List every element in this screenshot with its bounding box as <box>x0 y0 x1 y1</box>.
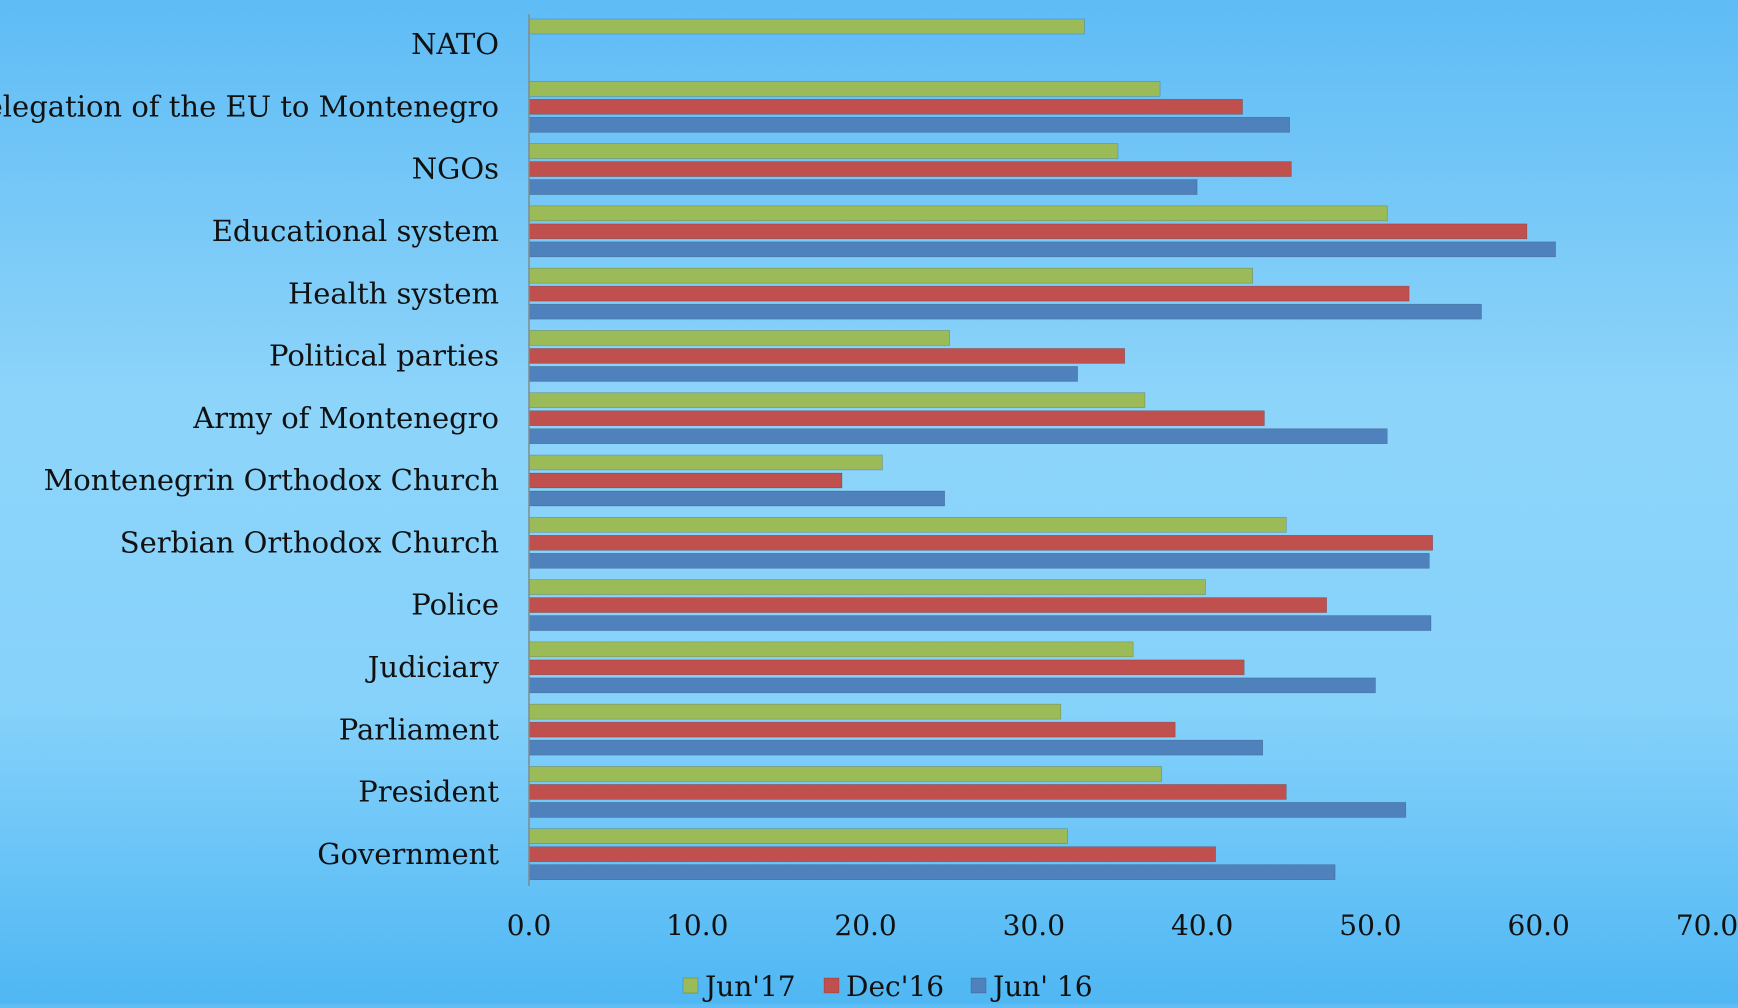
bar-government-2 <box>528 846 1216 863</box>
bar-police-1 <box>528 579 1206 595</box>
bar-serbian-orthodox-church-1 <box>528 516 1287 533</box>
category-label: Delegation of the EU to Montenegro <box>0 89 499 123</box>
legend-label: Jun'17 <box>702 970 796 1003</box>
bar-political-parties-1 <box>528 330 951 346</box>
bar-president-2 <box>528 784 1287 800</box>
category-label: NGOs <box>412 152 499 186</box>
bar-government-1 <box>528 828 1068 845</box>
bar-army-of-montenegro-3 <box>528 428 1388 445</box>
bar-montenegrin-orthodox-church-1 <box>528 454 883 471</box>
bar-educational-system-1 <box>528 205 1388 222</box>
bar-ngos-1 <box>528 143 1119 159</box>
legend-label: Jun' 16 <box>990 970 1093 1003</box>
bar-delegation-of-the-eu-to-montenegro-1 <box>528 80 1161 97</box>
bar-army-of-montenegro-2 <box>528 410 1265 427</box>
bar-ngos-2 <box>528 161 1292 177</box>
bar-government-3 <box>528 864 1336 881</box>
bar-health-system-2 <box>528 285 1410 302</box>
bar-parliament-1 <box>528 703 1062 720</box>
bar-ngos-3 <box>528 179 1198 195</box>
bar-police-2 <box>528 597 1327 613</box>
x-tick-label: 50.0 <box>1339 909 1401 942</box>
bar-educational-system-2 <box>528 223 1528 240</box>
category-label: Government <box>317 837 499 871</box>
x-tick-label: 10.0 <box>666 909 728 942</box>
bar-president-1 <box>528 766 1163 782</box>
bar-judiciary-3 <box>528 677 1376 694</box>
x-tick-label: 0.0 <box>507 909 552 942</box>
category-label: Serbian Orthodox Church <box>120 525 499 559</box>
x-tick-label: 20.0 <box>834 909 896 942</box>
category-label: Educational system <box>212 214 499 248</box>
x-tick-label: 60.0 <box>1508 909 1570 942</box>
category-label: Police <box>411 588 499 622</box>
category-label: Army of Montenegro <box>192 401 499 435</box>
category-label: Parliament <box>339 712 500 746</box>
bar-health-system-1 <box>528 267 1253 284</box>
bar-parliament-3 <box>528 739 1264 756</box>
bar-parliament-2 <box>528 721 1176 738</box>
bar-montenegrin-orthodox-church-3 <box>528 490 945 507</box>
bar-educational-system-3 <box>528 241 1556 258</box>
legend-label: Dec'16 <box>846 970 944 1003</box>
legend-swatch <box>970 977 987 994</box>
bar-president-3 <box>528 802 1407 818</box>
bar-health-system-3 <box>528 303 1482 320</box>
bar-judiciary-2 <box>528 659 1245 676</box>
bar-serbian-orthodox-church-2 <box>528 534 1433 551</box>
bar-serbian-orthodox-church-3 <box>528 552 1430 569</box>
bar-political-parties-3 <box>528 366 1078 382</box>
category-label: Montenegrin Orthodox Church <box>44 463 499 497</box>
category-label: Judiciary <box>365 650 500 684</box>
category-label: Political parties <box>269 339 499 373</box>
bar-political-parties-2 <box>528 348 1126 364</box>
x-tick-label: 70.0 <box>1676 909 1738 942</box>
category-label: President <box>358 775 499 809</box>
bar-police-3 <box>528 615 1432 631</box>
category-label: NATO <box>411 27 499 61</box>
bar-delegation-of-the-eu-to-montenegro-3 <box>528 116 1290 133</box>
bar-montenegrin-orthodox-church-2 <box>528 472 843 489</box>
x-tick-label: 40.0 <box>1171 909 1233 942</box>
category-label: Health system <box>288 276 499 310</box>
bar-nato-1 <box>528 18 1085 35</box>
bar-judiciary-1 <box>528 641 1134 658</box>
x-tick-label: 30.0 <box>1003 909 1065 942</box>
legend-swatch <box>823 977 840 994</box>
bar-delegation-of-the-eu-to-montenegro-2 <box>528 98 1243 115</box>
bar-army-of-montenegro-1 <box>528 392 1146 409</box>
legend-swatch <box>682 977 699 994</box>
